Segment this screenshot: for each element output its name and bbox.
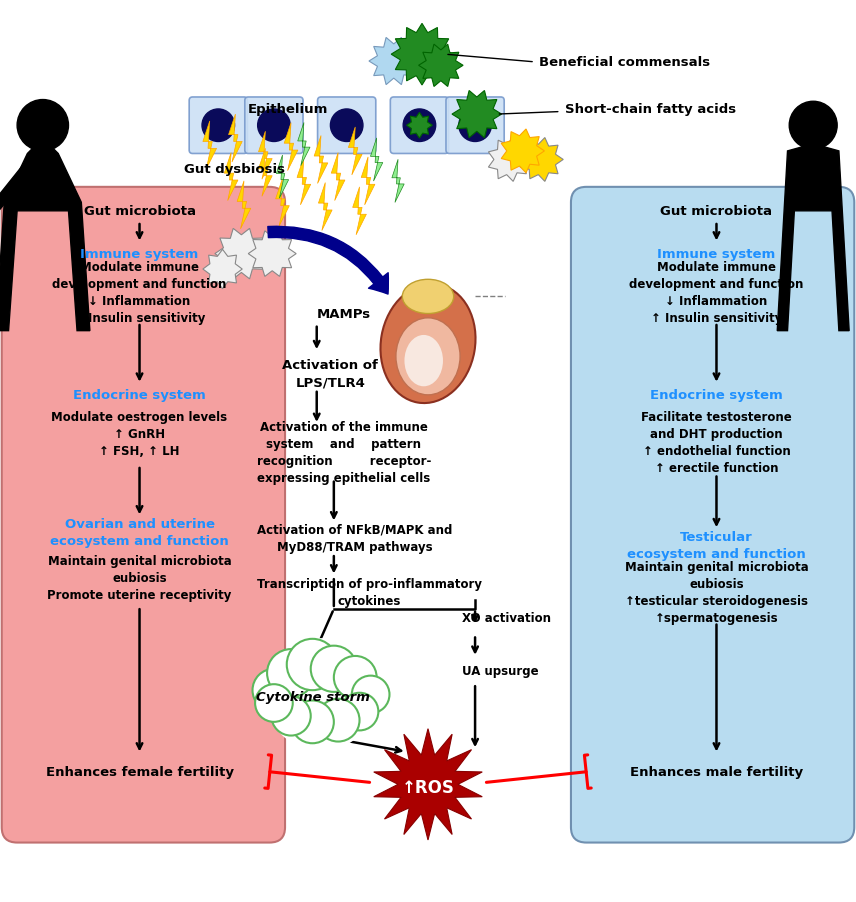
Circle shape [265,640,377,750]
Text: Modulate immune
development and function
↓ Inflammation
↑ Insulin sensitivity: Modulate immune development and function… [52,261,227,325]
Text: Cytokine storm: Cytokine storm [255,690,370,703]
Text: Activation of
LPS/TLR4: Activation of LPS/TLR4 [282,359,378,389]
Polygon shape [0,147,90,331]
Text: Enhances male fertility: Enhances male fertility [630,765,803,778]
Polygon shape [259,132,272,179]
Ellipse shape [395,318,461,395]
Text: MAMPs: MAMPs [317,308,371,321]
Text: Ovarian and uterine
ecosystem and function: Ovarian and uterine ecosystem and functi… [51,517,229,548]
Text: Testicular
ecosystem and function: Testicular ecosystem and function [627,530,805,560]
Circle shape [334,657,377,699]
FancyBboxPatch shape [446,97,504,154]
Text: ↑ROS: ↑ROS [401,778,455,796]
Polygon shape [502,130,544,173]
Polygon shape [248,232,296,277]
FancyBboxPatch shape [390,97,449,154]
Circle shape [253,669,295,712]
Circle shape [202,110,235,143]
Text: Short-chain fatty acids: Short-chain fatty acids [565,103,736,115]
Circle shape [258,110,290,143]
Polygon shape [203,122,217,170]
Circle shape [459,110,491,143]
Text: XO activation: XO activation [462,612,551,624]
Circle shape [317,699,360,741]
Polygon shape [229,115,242,163]
Text: Transcription of pro-inflammatory
cytokines: Transcription of pro-inflammatory cytoki… [257,577,482,607]
Text: Activation of the immune
system    and    pattern
recognition         receptor-
: Activation of the immune system and patt… [257,420,431,484]
Polygon shape [215,229,268,280]
Circle shape [287,640,338,690]
FancyBboxPatch shape [571,188,854,842]
Text: UA upsurge: UA upsurge [462,664,539,677]
Polygon shape [276,156,288,199]
Text: Enhances female fertility: Enhances female fertility [45,765,234,778]
Polygon shape [777,147,849,331]
Text: Maintain genital microbiota
eubiosis
Promote uterine receptivity: Maintain genital microbiota eubiosis Pro… [47,554,232,601]
Polygon shape [392,161,404,203]
Circle shape [341,693,378,731]
FancyBboxPatch shape [189,97,247,154]
Polygon shape [348,128,362,176]
Polygon shape [391,24,453,86]
Ellipse shape [402,280,454,314]
Polygon shape [314,136,328,184]
Text: Maintain genital microbiota
eubiosis
↑testicular steroidogenesis
↑spermatogenesi: Maintain genital microbiota eubiosis ↑te… [625,560,808,624]
Ellipse shape [404,336,443,387]
Polygon shape [237,181,251,229]
Polygon shape [419,45,463,87]
Circle shape [267,649,315,697]
Circle shape [255,685,293,723]
FancyArrowPatch shape [268,227,389,295]
FancyBboxPatch shape [2,188,285,842]
Text: Facilitate testosterone
and DHT production
↑ endothelial function
↑ erectile fun: Facilitate testosterone and DHT producti… [641,410,792,474]
Polygon shape [298,124,310,167]
Text: Endocrine system: Endocrine system [650,389,783,402]
Circle shape [330,110,363,143]
Text: Immune system: Immune system [657,248,776,261]
Polygon shape [369,39,419,86]
Polygon shape [520,138,563,182]
Polygon shape [318,183,332,231]
Polygon shape [331,153,345,201]
Ellipse shape [380,285,476,403]
Polygon shape [489,138,532,182]
Polygon shape [203,250,242,290]
Text: Gut microbiota: Gut microbiota [661,205,772,218]
Polygon shape [374,729,482,840]
Text: Endocrine system: Endocrine system [73,389,206,402]
Circle shape [311,646,357,692]
FancyBboxPatch shape [318,97,376,154]
Text: Epithelium: Epithelium [248,103,329,115]
Text: Modulate oestrogen levels
↑ GnRH
↑ FSH, ↑ LH: Modulate oestrogen levels ↑ GnRH ↑ FSH, … [51,410,228,457]
Polygon shape [407,114,432,139]
Text: Modulate immune
development and function
↓ Inflammation
↑ Insulin sensitivity: Modulate immune development and function… [629,261,804,325]
Polygon shape [276,179,289,227]
Polygon shape [353,188,366,235]
FancyBboxPatch shape [245,97,303,154]
Polygon shape [0,164,27,220]
Polygon shape [259,149,272,197]
Circle shape [17,100,68,152]
Circle shape [789,102,837,150]
Polygon shape [452,91,502,139]
Polygon shape [297,158,311,206]
Text: Activation of NFkB/MAPK and
MyD88/TRAM pathways: Activation of NFkB/MAPK and MyD88/TRAM p… [257,523,452,553]
Polygon shape [371,139,383,182]
Text: Gut dysbiosis: Gut dysbiosis [184,162,285,175]
Circle shape [291,701,334,743]
Polygon shape [224,153,238,201]
Circle shape [271,696,311,736]
Circle shape [352,676,389,713]
Text: Immune system: Immune system [80,248,199,261]
Text: Gut microbiota: Gut microbiota [84,205,195,218]
Circle shape [403,110,436,143]
Text: Beneficial commensals: Beneficial commensals [539,56,710,69]
Polygon shape [284,124,298,171]
Polygon shape [361,158,375,206]
